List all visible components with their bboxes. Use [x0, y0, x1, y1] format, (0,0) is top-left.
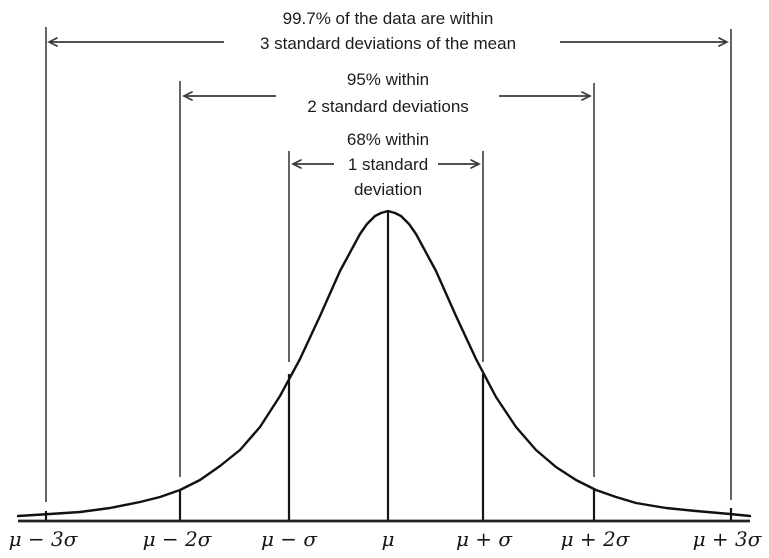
x-label-mu: μ [381, 527, 395, 551]
annotation-1sigma-line3: deviation [353, 180, 423, 199]
x-label-mu-plus-1sigma: μ + σ [455, 527, 513, 551]
annotation-1sigma-line2: 1 standard [347, 155, 429, 174]
annotation-1sigma: 68% within 1 standard deviation [347, 127, 429, 202]
x-label-mu-minus-3sigma: μ − 3σ [8, 527, 78, 551]
annotation-3sigma-line2: 3 standard deviations of the mean [259, 34, 517, 53]
bell-curve [16, 209, 752, 518]
x-label-mu-plus-3sigma: μ + 3σ [692, 527, 762, 551]
annotation-3sigma-line1: 99.7% of the data are within [282, 9, 494, 28]
annotation-2sigma: 95% within 2 standard deviations [307, 66, 469, 120]
annotation-1sigma-line1: 68% within [346, 130, 430, 149]
annotation-3sigma: 99.7% of the data are within 3 standard … [260, 6, 516, 56]
x-label-mu-minus-1sigma: μ − σ [260, 527, 318, 551]
x-label-mu-minus-2sigma: μ − 2σ [142, 527, 212, 551]
x-label-mu-plus-2sigma: μ + 2σ [560, 527, 630, 551]
annotation-2sigma-line1: 95% within [346, 70, 430, 89]
annotation-2sigma-line2: 2 standard deviations [307, 97, 469, 116]
